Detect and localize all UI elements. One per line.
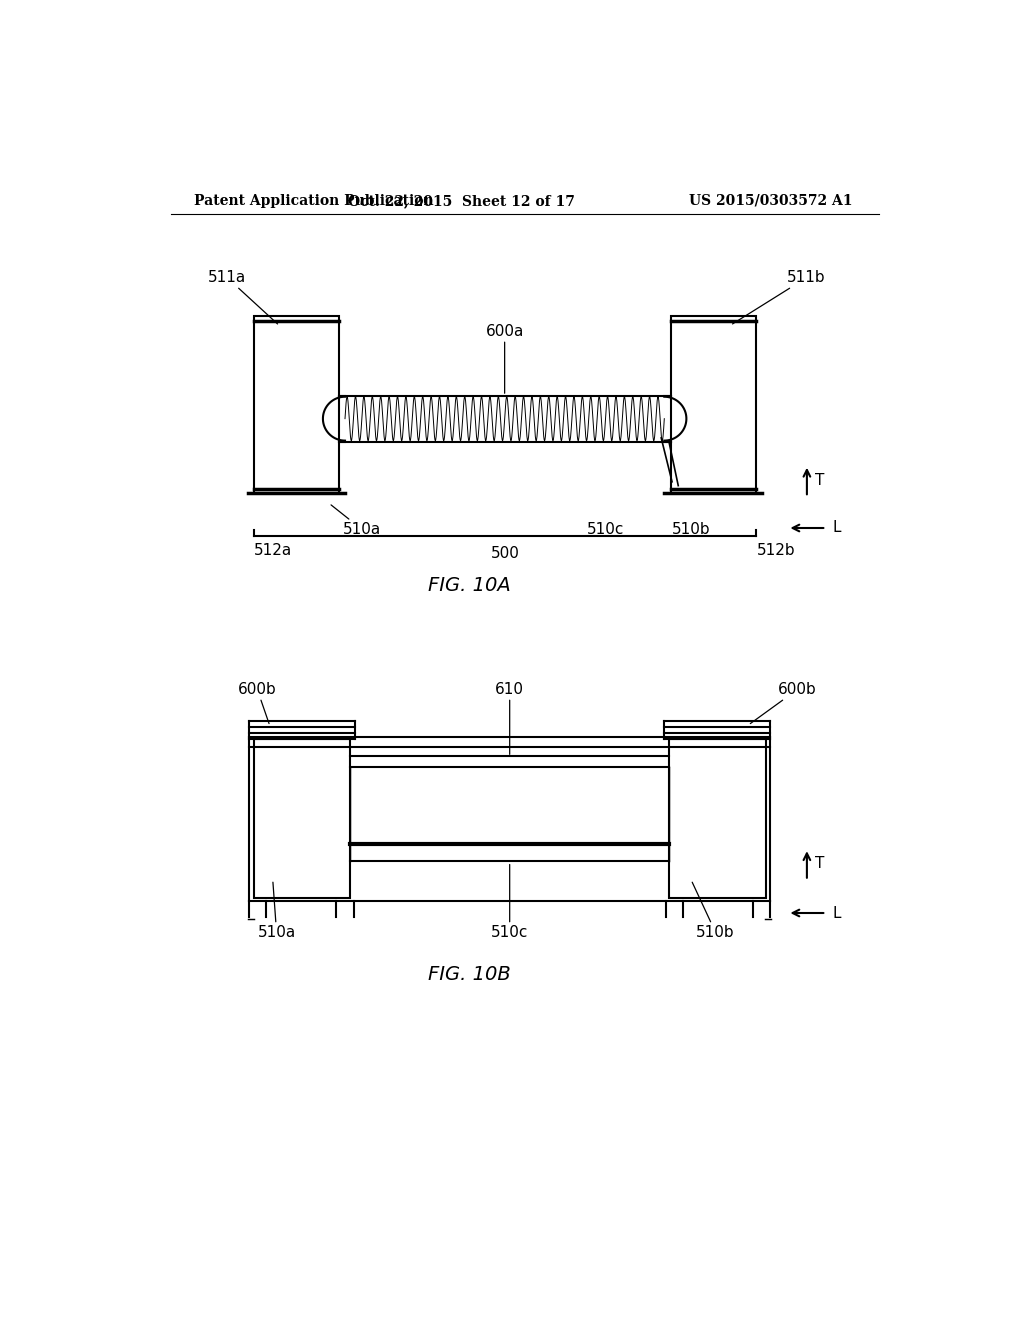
Text: 510c: 510c	[587, 521, 624, 537]
Text: 510a: 510a	[257, 882, 296, 940]
Text: US 2015/0303572 A1: US 2015/0303572 A1	[689, 194, 853, 207]
Bar	[254, 317, 339, 494]
Text: 510b: 510b	[672, 521, 711, 537]
Text: 512a: 512a	[254, 544, 293, 558]
Bar	[254, 739, 350, 898]
Text: L: L	[833, 520, 841, 536]
Text: 500: 500	[490, 546, 519, 561]
Text: 600b: 600b	[238, 682, 276, 723]
Text: 511b: 511b	[732, 271, 825, 323]
Text: L: L	[833, 906, 841, 920]
Text: 511a: 511a	[208, 271, 278, 323]
Text: Patent Application Publication: Patent Application Publication	[194, 194, 433, 207]
Text: 600b: 600b	[751, 682, 816, 723]
Bar	[671, 317, 756, 494]
Bar	[669, 739, 766, 898]
Text: 510c: 510c	[490, 865, 528, 940]
Text: 510a: 510a	[331, 506, 381, 537]
Text: FIG. 10B: FIG. 10B	[428, 965, 510, 985]
Text: 600a: 600a	[485, 325, 524, 393]
Text: 610: 610	[496, 682, 524, 755]
Text: T: T	[815, 473, 824, 488]
Text: 512b: 512b	[758, 544, 796, 558]
Text: Oct. 22, 2015  Sheet 12 of 17: Oct. 22, 2015 Sheet 12 of 17	[348, 194, 574, 207]
Text: 510b: 510b	[692, 882, 734, 940]
Text: T: T	[815, 857, 824, 871]
Text: FIG. 10A: FIG. 10A	[428, 577, 510, 595]
